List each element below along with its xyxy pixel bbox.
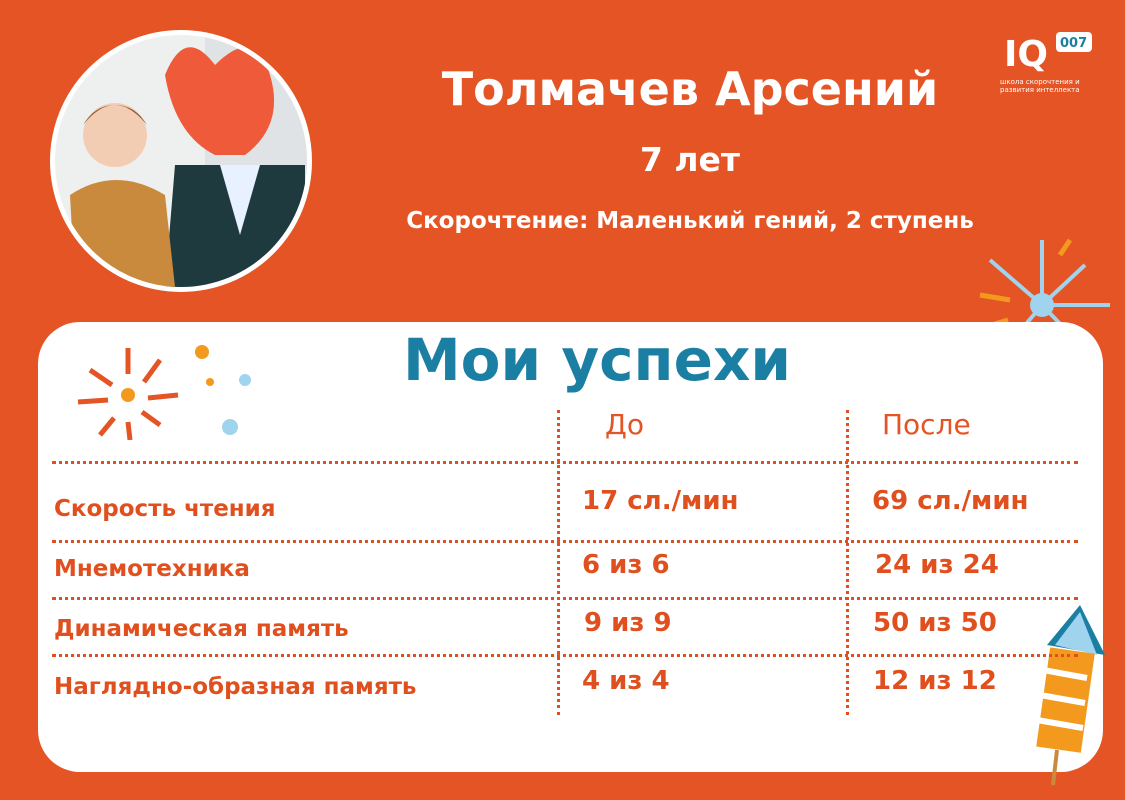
row-label: Наглядно-образная память	[54, 674, 417, 700]
value-before: 17 сл./мин	[582, 486, 739, 516]
row-divider	[52, 540, 1078, 543]
row-label: Скорость чтения	[54, 496, 276, 522]
student-photo	[50, 30, 312, 292]
photo-illustration	[55, 35, 307, 287]
svg-text:007: 007	[1060, 36, 1087, 51]
row-divider	[52, 597, 1078, 600]
logo-tagline: школа скорочтения и развития интеллекта	[1000, 78, 1080, 94]
student-age: 7 лет	[639, 140, 741, 179]
column-header-after: После	[882, 408, 971, 441]
value-after: 12 из 12	[873, 666, 997, 696]
row-label: Динамическая память	[54, 616, 349, 642]
column-divider	[557, 410, 560, 715]
row-divider	[52, 654, 1078, 657]
value-after: 24 из 24	[875, 550, 999, 580]
value-before: 6 из 6	[582, 550, 670, 580]
value-after: 69 сл./мин	[872, 486, 1029, 516]
rocket-icon	[1036, 605, 1105, 786]
value-before: 9 из 9	[584, 608, 672, 638]
value-before: 4 из 4	[582, 666, 670, 696]
column-divider	[846, 410, 849, 715]
svg-text:IQ: IQ	[1004, 34, 1048, 74]
course-name: Скорочтение: Маленький гений, 2 ступень	[406, 208, 974, 234]
row-divider	[52, 461, 1078, 464]
results-card	[38, 322, 1103, 772]
school-logo: IQ 007 школа скорочтения и развития инте…	[1000, 28, 1100, 94]
section-title: Мои успехи	[402, 326, 792, 394]
student-name: Толмачев Арсений	[441, 62, 939, 116]
logo-mark-icon: IQ 007	[1004, 32, 1092, 75]
row-label: Мнемотехника	[54, 556, 250, 582]
value-after: 50 из 50	[873, 608, 997, 638]
sparkle-icon	[77, 345, 251, 440]
column-header-before: До	[605, 408, 645, 441]
